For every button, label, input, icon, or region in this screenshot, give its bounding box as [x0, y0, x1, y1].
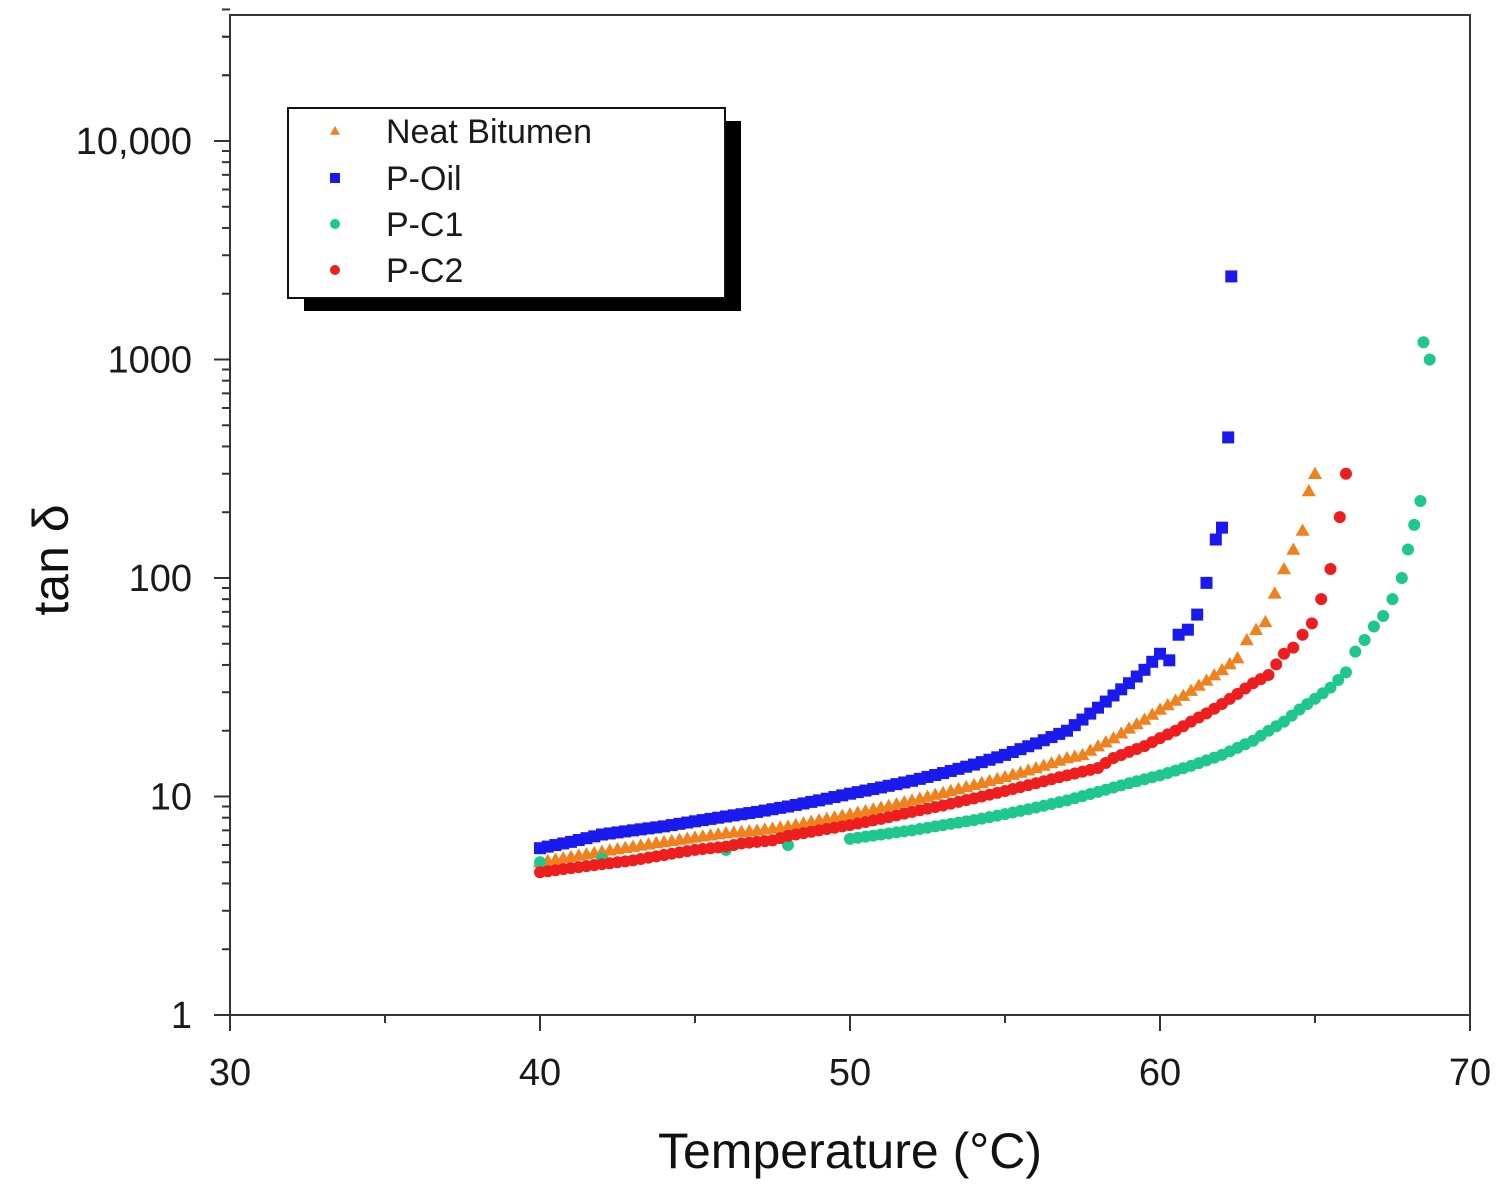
- data-point: [1222, 656, 1237, 670]
- legend: Neat Bitumen P-Oil P-C1 P-C2: [287, 107, 741, 311]
- data-point: [1278, 647, 1290, 660]
- data-point: [1163, 654, 1176, 667]
- data-point: [1286, 542, 1301, 555]
- data-point: [1075, 747, 1090, 761]
- x-tick-label: 50: [829, 1052, 871, 1094]
- data-point: [1386, 593, 1399, 606]
- data-point: [1262, 668, 1275, 681]
- legend-markers: [330, 126, 340, 275]
- data-point: [1324, 562, 1337, 575]
- x-axis-title: Temperature (°C): [658, 1123, 1042, 1179]
- data-point: [1340, 666, 1352, 679]
- data-point: [1222, 431, 1235, 444]
- data-point: [1414, 495, 1427, 508]
- data-point: [1395, 572, 1408, 584]
- legend-label-p-oil: P-Oil: [386, 160, 462, 198]
- y-axis-title: tan δ: [23, 504, 79, 615]
- legend-marker: [330, 219, 340, 229]
- data-point: [1340, 467, 1352, 480]
- data-point: [1239, 633, 1254, 646]
- y-tick-label: 1000: [107, 340, 192, 382]
- data-point: [782, 838, 794, 851]
- data-point: [1324, 681, 1337, 694]
- data-point: [1091, 739, 1105, 752]
- data-point: [1308, 466, 1322, 479]
- data-point: [1277, 561, 1291, 575]
- data-point: [1367, 620, 1380, 633]
- data-point: [1191, 678, 1206, 691]
- plot-frame: [229, 14, 1471, 1016]
- data-point: [1191, 608, 1204, 621]
- data-point: [1249, 622, 1264, 635]
- data-point: [1199, 673, 1214, 686]
- data-point: [1181, 623, 1194, 636]
- data-point: [534, 856, 546, 869]
- data-point: [1200, 576, 1213, 589]
- data-point: [1137, 712, 1152, 725]
- legend-label-p-c2: P-C2: [386, 252, 463, 290]
- data-point: [1106, 731, 1121, 744]
- data-point: [1154, 647, 1166, 660]
- x-tick-labels: 30 40 50 60 70: [209, 1052, 1491, 1094]
- y-tick-labels: 1 10 100 1000 10,000: [76, 121, 192, 1037]
- plot-area: [533, 270, 1436, 879]
- data-point: [1114, 726, 1129, 739]
- x-tick-label: 60: [1139, 1052, 1181, 1094]
- data-point: [1423, 353, 1436, 366]
- data-point: [1408, 518, 1421, 531]
- data-point: [1176, 688, 1191, 701]
- series-p-c2: [534, 467, 1352, 879]
- legend-label-neat-bitumen: Neat Bitumen: [386, 113, 592, 151]
- data-point: [1209, 533, 1222, 546]
- series-neat-bitumen: [533, 466, 1322, 868]
- data-point: [1258, 614, 1273, 628]
- data-point: [1153, 702, 1167, 715]
- data-point: [1349, 645, 1362, 658]
- data-point: [1225, 270, 1238, 283]
- x-tick-label: 70: [1449, 1052, 1491, 1094]
- data-point: [1216, 521, 1228, 534]
- series-p-oil: [534, 270, 1238, 855]
- data-point: [1377, 610, 1390, 623]
- legend-marker: [330, 126, 340, 135]
- data-point: [1083, 743, 1098, 756]
- y-tick-label: 100: [129, 558, 192, 600]
- data-point: [1296, 628, 1309, 641]
- data-point: [1172, 628, 1185, 641]
- data-point: [1215, 662, 1229, 676]
- data-point: [1295, 523, 1310, 536]
- legend-box: [287, 107, 726, 299]
- data-point: [1145, 707, 1160, 720]
- data-point: [1315, 593, 1328, 606]
- data-point: [1301, 484, 1316, 497]
- data-point: [1402, 543, 1414, 556]
- data-point: [1417, 336, 1430, 349]
- legend-marker: [330, 173, 340, 183]
- legend-label-p-c1: P-C1: [386, 206, 463, 244]
- data-point: [1207, 668, 1222, 681]
- x-tick-label: 40: [519, 1052, 561, 1094]
- data-point: [1129, 716, 1144, 730]
- data-point: [1333, 511, 1346, 524]
- y-tick-label: 10,000: [76, 121, 192, 163]
- data-point: [1160, 698, 1175, 711]
- data-point: [1270, 658, 1283, 671]
- x-tick-label: 30: [209, 1052, 251, 1094]
- y-tick-label: 1: [171, 995, 192, 1037]
- data-point: [1230, 651, 1245, 664]
- data-point: [1168, 693, 1183, 706]
- y-tick-label: 10: [150, 777, 192, 819]
- data-point: [1184, 683, 1198, 696]
- data-point: [1098, 735, 1113, 748]
- data-point: [1267, 586, 1282, 599]
- data-point: [1305, 617, 1318, 630]
- tick-marks: [214, 8, 1471, 1031]
- data-point: [1122, 721, 1136, 734]
- legend-marker: [330, 265, 340, 275]
- data-point: [1332, 673, 1345, 686]
- data-point: [1358, 634, 1371, 647]
- data-point: [1287, 641, 1300, 654]
